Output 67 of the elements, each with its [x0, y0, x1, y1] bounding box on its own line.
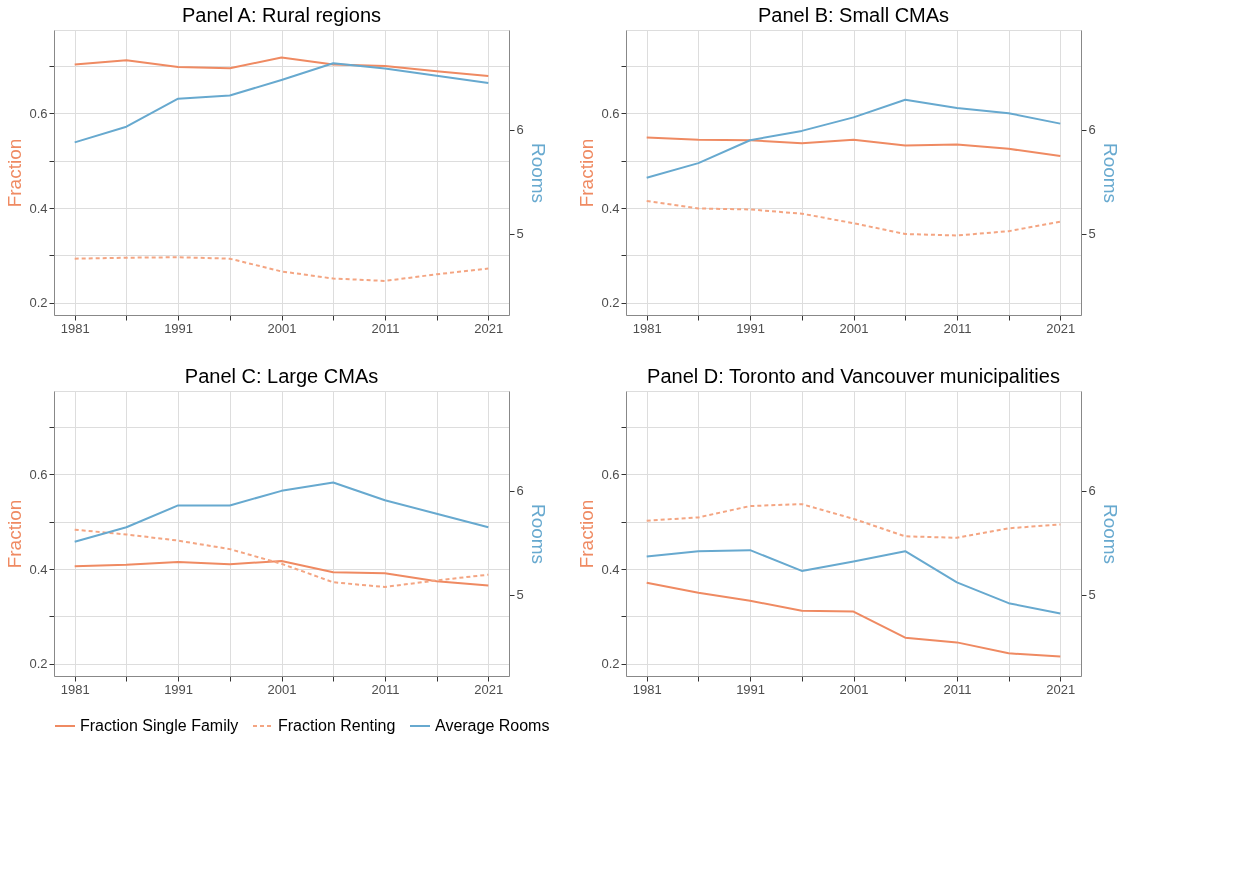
y-tick-label: 0.6: [29, 105, 48, 121]
y-tick-label: 0.4: [29, 200, 48, 216]
x-tick-label: 1991: [164, 681, 194, 697]
x-tick-label: 2001: [267, 681, 297, 697]
x-tick-label: 2011: [371, 320, 400, 336]
y-tick-label: 0.2: [601, 295, 620, 311]
y2-tick-label: 6: [1088, 483, 1096, 499]
x-tick-label: 1981: [632, 681, 662, 697]
y2-axis-title: Rooms: [1099, 142, 1121, 204]
y-tick-label: 0.6: [29, 466, 48, 482]
y-tick-label: 0.6: [601, 105, 620, 121]
y2-axis-title: Rooms: [1099, 503, 1121, 565]
x-tick-label: 2001: [839, 320, 869, 336]
y-tick-label: 0.4: [29, 561, 48, 577]
x-tick-label: 1991: [736, 320, 766, 336]
x-tick-label: 2021: [1046, 320, 1076, 336]
y2-tick-label: 5: [1088, 587, 1096, 603]
y2-tick-label: 5: [1088, 226, 1096, 242]
y-tick-label: 0.2: [601, 656, 620, 672]
chart-title: Panel D: Toronto and Vancouver municipalities: [647, 365, 1060, 387]
line-series: [645, 549, 1062, 615]
x-tick-label: 2001: [839, 681, 869, 697]
y-axis-title: Fraction: [576, 499, 598, 569]
line-series: [645, 503, 1062, 539]
x-tick-label: 2001: [267, 320, 297, 336]
line-series: [73, 559, 490, 587]
y-tick-label: 0.2: [29, 295, 48, 311]
y2-axis-title: Rooms: [527, 503, 549, 565]
legend-label: Fraction Renting: [278, 717, 396, 734]
y-tick-label: 0.4: [601, 200, 620, 216]
y-tick-label: 0.6: [601, 466, 620, 482]
y2-tick-label: 5: [516, 226, 524, 242]
legend-label: Average Rooms: [435, 717, 550, 734]
x-tick-label: 1991: [164, 320, 194, 336]
line-series: [73, 256, 490, 282]
legend-label: Fraction Single Family: [80, 717, 239, 734]
y-axis-title: Fraction: [576, 138, 598, 208]
chart-title: Panel A: Rural regions: [181, 4, 382, 26]
x-tick-label: 1981: [60, 320, 90, 336]
x-tick-label: 2011: [943, 681, 972, 697]
y-axis-title: Fraction: [4, 499, 26, 569]
chart-title: Panel B: Small CMAs: [757, 4, 950, 26]
y-axis-title: Fraction: [4, 138, 26, 208]
y2-tick-label: 5: [516, 587, 524, 603]
line-series: [73, 528, 490, 588]
y2-tick-label: 6: [1088, 122, 1096, 138]
x-tick-label: 2021: [1046, 681, 1076, 697]
x-tick-label: 1991: [736, 681, 766, 697]
line-series: [73, 62, 490, 144]
line-series: [73, 56, 490, 77]
line-series: [645, 581, 1062, 658]
line-series: [645, 136, 1062, 157]
x-tick-label: 2011: [371, 681, 400, 697]
line-series: [645, 199, 1062, 237]
x-tick-label: 1981: [60, 681, 90, 697]
line-series: [73, 481, 490, 543]
x-tick-label: 2021: [474, 681, 504, 697]
y-tick-label: 0.4: [601, 561, 620, 577]
x-tick-label: 1981: [632, 320, 662, 336]
chart-title: Panel C: Large CMAs: [184, 365, 379, 387]
x-tick-label: 2021: [474, 320, 504, 336]
x-tick-label: 2011: [943, 320, 972, 336]
y2-tick-label: 6: [516, 483, 524, 499]
y2-axis-title: Rooms: [527, 142, 549, 204]
y2-tick-label: 6: [516, 122, 524, 138]
y-tick-label: 0.2: [29, 656, 48, 672]
line-series: [645, 98, 1062, 179]
